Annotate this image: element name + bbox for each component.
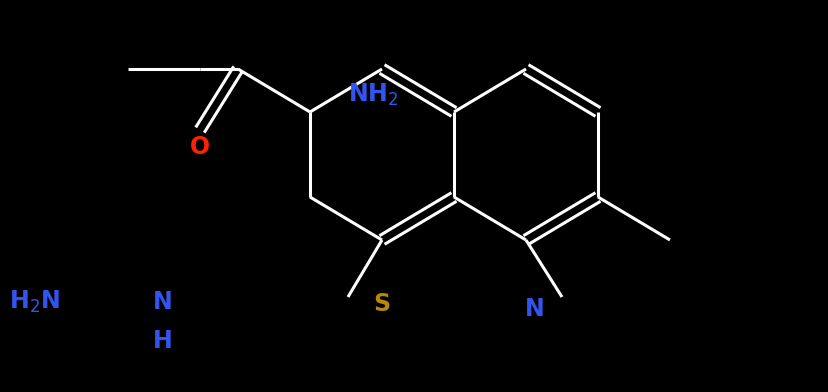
Text: H: H xyxy=(153,329,173,353)
Text: N: N xyxy=(153,290,173,314)
Text: O: O xyxy=(190,135,209,159)
Text: NH$_2$: NH$_2$ xyxy=(348,82,397,108)
Text: N: N xyxy=(524,297,544,321)
Text: S: S xyxy=(373,292,390,316)
Text: H$_2$N: H$_2$N xyxy=(9,289,60,315)
